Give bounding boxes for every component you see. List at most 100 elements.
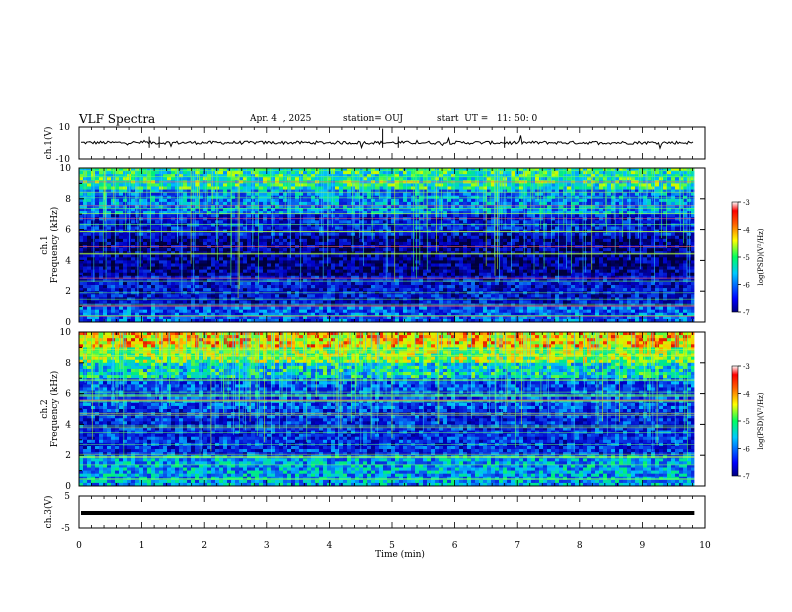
spectrogram-cell <box>575 192 580 197</box>
spectrogram-cell <box>151 192 156 197</box>
spectrogram-cell <box>187 263 192 267</box>
spectrogram-cell <box>403 220 408 224</box>
spectrogram-cell <box>507 183 512 187</box>
spectrogram-cell <box>603 254 608 258</box>
spectrogram-cell <box>659 260 664 264</box>
spectrogram-cell <box>575 186 580 190</box>
spectrogram-cell <box>267 254 272 258</box>
spectrogram-cell <box>651 186 656 190</box>
spectrogram-cell <box>155 183 160 187</box>
spectrogram-cell <box>475 223 480 227</box>
spectrogram-cell <box>379 192 384 197</box>
spectrogram-cell <box>551 186 556 190</box>
spectrogram-cell <box>227 220 232 224</box>
spectrogram-cell <box>431 223 436 227</box>
spectrogram-cell <box>491 195 496 200</box>
spectrogram-cell <box>555 211 560 215</box>
spectrogram-cell <box>119 201 124 206</box>
spectrogram-cell <box>311 263 316 267</box>
spectrogram-cell <box>387 235 392 240</box>
spectrogram-cell <box>447 248 452 252</box>
spectrogram-cell <box>391 235 396 240</box>
spectrogram-cell <box>155 189 160 193</box>
spectrogram-cell <box>199 195 204 200</box>
spectrogram-cell <box>415 195 420 200</box>
spectrogram-cell <box>555 226 560 230</box>
spectrogram-cell <box>587 248 592 252</box>
spectrogram-cell <box>211 195 216 200</box>
spectrogram-cell <box>687 168 692 172</box>
spectrogram-cell <box>91 189 96 193</box>
spectrogram-cell <box>335 217 340 221</box>
spectrogram-cell <box>239 204 244 209</box>
spectrogram-cell <box>95 171 100 175</box>
spectrogram-cell <box>263 177 268 181</box>
spectrogram-cell <box>259 183 264 187</box>
spectrogram-cell <box>451 174 456 178</box>
spectrogram-cell <box>507 174 512 178</box>
spectrogram-cell <box>519 248 524 252</box>
spectrogram-cell <box>255 171 260 175</box>
spectrogram-cell <box>195 263 200 267</box>
spectrogram-cell <box>503 238 508 243</box>
spectrogram-cell <box>219 208 224 212</box>
spectrogram-cell <box>267 223 272 227</box>
spectrogram-cell <box>523 260 528 264</box>
spectrogram-cell <box>395 177 400 181</box>
spectrogram-cell <box>679 211 684 215</box>
spectrogram-cell <box>247 223 252 227</box>
spectrogram-cell <box>167 223 172 227</box>
spectrogram-cell <box>479 235 484 240</box>
ch1-wave-ytick-bottom: -10 <box>56 155 71 165</box>
spectrogram-cell <box>107 201 112 206</box>
spectrogram-cell <box>571 254 576 258</box>
spectrogram-cell <box>671 208 676 212</box>
spectrogram-cell <box>291 201 296 206</box>
spectrogram-cell <box>207 204 212 209</box>
spectrogram-cell <box>459 232 464 237</box>
spectrogram-cell <box>91 211 96 215</box>
spectrogram-cell <box>535 223 540 227</box>
spectrogram-cell <box>531 214 536 218</box>
spectrogram-cell <box>87 226 92 230</box>
spectrogram-cell <box>375 195 380 200</box>
spectrogram-cell <box>251 263 256 267</box>
spectrogram-cell <box>275 266 280 270</box>
spectrogram-cell <box>383 223 388 227</box>
spectrogram-cell <box>679 235 684 240</box>
spectrogram-cell <box>399 238 404 243</box>
spectrogram-cell <box>271 260 276 264</box>
spectrogram-cell <box>623 201 628 206</box>
spectrogram-cell <box>403 171 408 175</box>
spectrogram-cell <box>567 211 572 215</box>
spectrogram-cell <box>539 174 544 178</box>
spectrogram-cell <box>291 198 296 203</box>
spectrogram-cell <box>419 186 424 190</box>
spectrogram-cell <box>471 208 476 212</box>
spectrogram-cell <box>379 238 384 243</box>
spectrogram-cell <box>431 201 436 206</box>
spectrogram-cell <box>563 214 568 218</box>
spectrogram-cell <box>375 238 380 243</box>
spectrogram-cell <box>587 232 592 237</box>
spectrogram-cell <box>239 260 244 264</box>
spectrogram-cell <box>239 223 244 227</box>
spectrogram-cell <box>591 254 596 258</box>
spectrogram-cell <box>107 171 112 175</box>
spectrogram-cell <box>475 248 480 252</box>
spectrogram-cell <box>235 217 240 221</box>
spectrogram-cell <box>379 223 384 227</box>
spectrogram-cell <box>487 195 492 200</box>
spectrogram-cell <box>571 168 576 172</box>
spectrogram-cell <box>111 232 116 237</box>
spectrogram-cell <box>343 232 348 237</box>
spectrogram-cell <box>479 195 484 200</box>
spectrogram-cell <box>223 263 228 267</box>
spectrogram-cell <box>491 235 496 240</box>
spectrogram-cell <box>463 257 468 261</box>
spectrogram-cell <box>283 226 288 230</box>
spectrogram-cell <box>615 201 620 206</box>
spectrogram-cell <box>591 171 596 175</box>
spectrogram-cell <box>435 189 440 193</box>
spectrogram-cell <box>519 254 524 258</box>
